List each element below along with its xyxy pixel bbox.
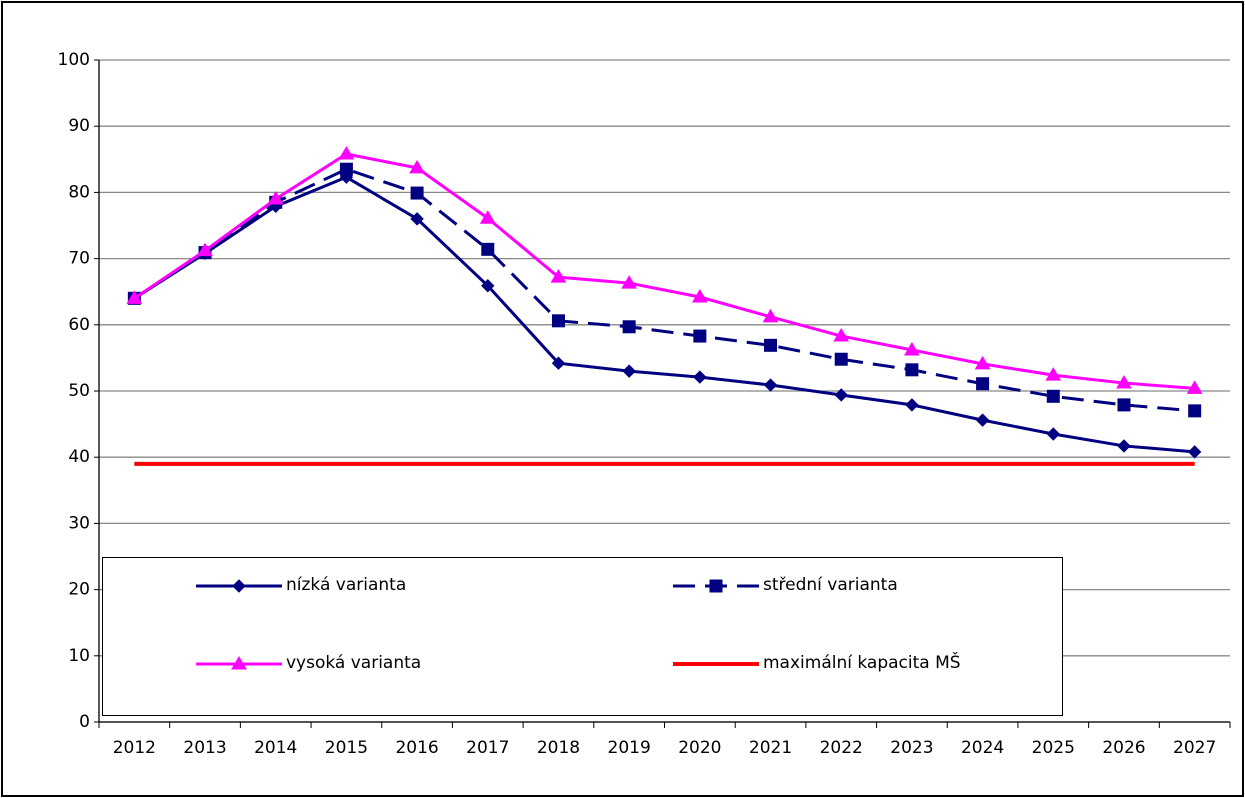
marker [693, 329, 707, 343]
marker [974, 355, 991, 370]
legend-symbol [673, 579, 759, 593]
marker [905, 363, 919, 377]
x-tick-label: 2022 [820, 738, 863, 758]
legend-label: vysoká varianta [286, 653, 422, 673]
y-tick-label: 90 [68, 116, 90, 136]
y-tick-label: 80 [68, 182, 90, 202]
legend-label: střední varianta [763, 575, 898, 595]
legend: nízká varianta střední varianta vysoká var… [102, 557, 1063, 716]
x-tick-label: 2019 [608, 738, 651, 758]
x-tick-label: 2017 [466, 738, 509, 758]
marker [409, 159, 425, 174]
x-tick-label: 2015 [325, 738, 368, 758]
y-tick-label: 30 [68, 513, 90, 533]
marker [975, 413, 990, 427]
legend-label: nízká varianta [286, 575, 407, 595]
marker [693, 370, 707, 384]
marker [1188, 404, 1202, 418]
marker [1186, 380, 1203, 394]
marker [1046, 427, 1060, 441]
x-tick-label: 2020 [678, 738, 721, 758]
x-tick-label: 2023 [890, 738, 933, 758]
legend-item: střední varianta [673, 575, 963, 597]
y-tick-label: 50 [68, 381, 90, 401]
marker [1117, 398, 1131, 412]
legend-symbol [196, 579, 282, 593]
marker [763, 378, 778, 392]
y-tick-label: 100 [58, 50, 90, 70]
x-tick-label: 2025 [1032, 738, 1075, 758]
marker [904, 341, 920, 356]
marker [338, 146, 355, 160]
marker [551, 356, 566, 370]
y-tick-label: 40 [68, 447, 90, 467]
marker [976, 377, 990, 391]
marker [550, 269, 567, 283]
x-tick-label: 2026 [1102, 738, 1145, 758]
marker [481, 242, 495, 256]
marker [479, 210, 496, 224]
marker [551, 314, 565, 328]
marker [267, 191, 284, 205]
marker [197, 242, 213, 257]
x-tick-label: 2012 [113, 738, 156, 758]
marker [764, 338, 778, 352]
marker [621, 275, 638, 289]
x-tick-label: 2016 [395, 738, 438, 758]
marker [834, 352, 848, 366]
marker [481, 279, 495, 293]
series-line [133, 152, 1195, 390]
x-tick-label: 2014 [254, 738, 297, 758]
marker [1187, 445, 1202, 459]
marker [231, 656, 247, 670]
marker [339, 162, 353, 176]
marker [1117, 439, 1131, 453]
y-tick-label: 20 [68, 580, 90, 600]
marker [762, 308, 779, 323]
x-tick-label: 2013 [183, 738, 226, 758]
marker [833, 328, 850, 342]
y-tick-label: 70 [68, 249, 90, 269]
x-tick-label: 2027 [1173, 738, 1216, 758]
legend-item: vysoká varianta [196, 653, 486, 675]
y-tick-label: 10 [68, 646, 90, 666]
marker [622, 320, 636, 334]
legend-label: maximální kapacita MŠ [763, 653, 961, 673]
x-tick-label: 2021 [749, 738, 792, 758]
marker [410, 186, 424, 200]
marker [126, 290, 143, 304]
x-tick-label: 2024 [961, 738, 1004, 758]
marker [691, 289, 708, 303]
y-tick-label: 0 [79, 712, 90, 732]
series-line [133, 175, 1195, 454]
series-line [133, 167, 1195, 413]
y-tick-label: 60 [68, 315, 90, 335]
marker [1045, 367, 1062, 381]
marker [1116, 375, 1132, 389]
marker [905, 398, 919, 412]
legend-symbol [196, 656, 282, 670]
legend-item: maximální kapacita MŠ [673, 653, 963, 675]
marker [1046, 389, 1060, 403]
marker [622, 364, 636, 378]
legend-item: nízká varianta [196, 575, 486, 597]
marker [709, 579, 723, 593]
marker [834, 388, 848, 402]
x-tick-label: 2018 [537, 738, 580, 758]
marker [410, 212, 424, 226]
legend-symbol [673, 662, 759, 666]
marker [232, 579, 246, 593]
